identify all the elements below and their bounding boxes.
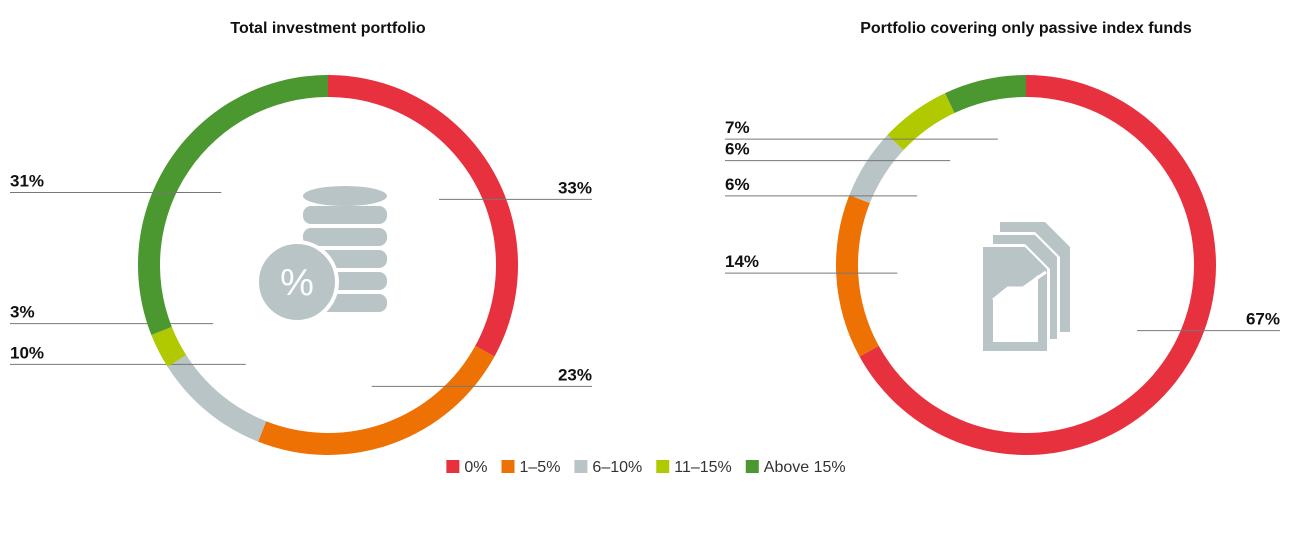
donut-slice	[849, 134, 904, 204]
legend-label: 11–15%	[674, 459, 732, 476]
value-label: 14%	[725, 252, 759, 271]
legend-swatch	[656, 460, 670, 473]
value-label: 10%	[10, 343, 44, 362]
value-label: 33%	[558, 178, 592, 197]
svg-text:%: %	[280, 262, 314, 304]
legend-label: 6–10%	[592, 459, 642, 476]
value-label: 31%	[10, 171, 44, 190]
value-label: 7%	[725, 118, 750, 137]
legend-swatch	[446, 460, 460, 473]
value-label: 3%	[10, 303, 35, 322]
document-icon	[980, 222, 1070, 354]
donut-slice	[836, 195, 879, 357]
chart-title: Total investment portfolio	[230, 20, 425, 37]
legend-label: 0%	[464, 459, 487, 476]
donut-slice	[138, 75, 328, 335]
chart-title: Portfolio covering only passive index fu…	[860, 20, 1192, 37]
legend-swatch	[745, 460, 759, 473]
value-label: 23%	[558, 365, 592, 384]
donut-slice	[887, 93, 955, 150]
legend: 0% 1–5% 6–10% 11–15% Above 15%	[446, 459, 846, 476]
donut-slice	[945, 75, 1026, 113]
legend-swatch	[574, 460, 588, 473]
legend-swatch	[501, 460, 515, 473]
donut-slice	[151, 326, 187, 367]
legend-label: 1–5%	[520, 459, 561, 476]
donut-slice	[258, 345, 495, 456]
donut-slice	[167, 355, 267, 442]
value-label: 67%	[1246, 310, 1280, 329]
legend-label: Above 15%	[764, 459, 846, 476]
donut-slice	[328, 75, 519, 357]
coins-icon: %	[255, 186, 387, 324]
value-label: 6%	[725, 175, 750, 194]
value-label: 6%	[725, 140, 750, 159]
